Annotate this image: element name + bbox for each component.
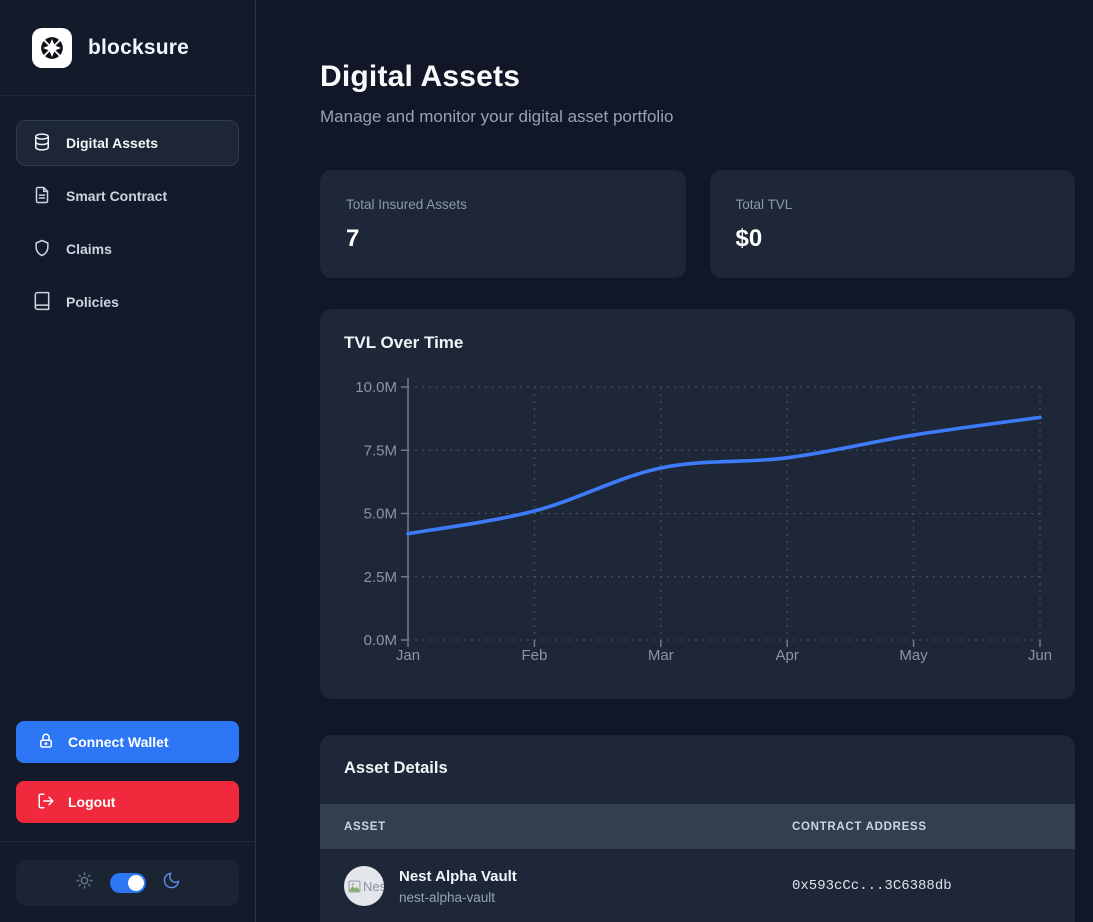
blocksure-logo-icon — [32, 28, 72, 68]
shield-icon — [32, 238, 52, 261]
main-content: Digital Assets Manage and monitor your d… — [256, 0, 1093, 922]
asset-name: Nest Alpha Vault — [399, 867, 517, 885]
stats-row: Total Insured Assets 7 Total TVL $0 — [320, 170, 1075, 278]
sun-icon — [75, 871, 94, 895]
book-icon — [32, 291, 52, 314]
sidebar-actions: Connect Wallet Logout — [0, 721, 255, 841]
toggle-knob — [127, 875, 144, 891]
asset-slug: nest-alpha-vault — [399, 889, 496, 905]
sidebar: blocksure Digital Assets — [0, 0, 256, 922]
avatar-alt-text: Nest Alpha Vault — [363, 878, 384, 894]
sidebar-item-policies[interactable]: Policies — [16, 279, 239, 325]
sidebar-item-label: Claims — [66, 241, 112, 257]
sidebar-footer — [0, 841, 255, 922]
table-title: Asset Details — [344, 759, 448, 777]
svg-text:10.0M: 10.0M — [355, 379, 397, 396]
theme-toggle-panel — [16, 860, 239, 906]
page-title: Digital Assets — [320, 60, 521, 93]
stat-label: Total TVL — [735, 197, 793, 212]
svg-text:Jun: Jun — [1028, 647, 1051, 664]
lock-icon — [37, 732, 55, 753]
page-subtitle: Manage and monitor your digital asset po… — [320, 107, 674, 126]
theme-toggle-switch[interactable] — [109, 873, 146, 893]
sidebar-item-claims[interactable]: Claims — [16, 226, 239, 272]
moon-icon — [162, 871, 181, 895]
stat-label: Total Insured Assets — [346, 197, 467, 212]
logout-label: Logout — [68, 794, 116, 810]
table-header: ASSET CONTRACT ADDRESS — [320, 804, 1075, 849]
svg-text:May: May — [899, 647, 928, 664]
avatar: Nest Alpha Vault — [344, 866, 384, 906]
sidebar-item-label: Smart Contract — [66, 188, 168, 204]
svg-text:Feb: Feb — [521, 647, 547, 664]
connect-wallet-button[interactable]: Connect Wallet — [16, 721, 239, 763]
logout-button[interactable]: Logout — [16, 781, 239, 823]
table-row[interactable]: Nest Alpha Vault Nest Alpha Vault nest-a… — [320, 849, 1075, 922]
brand: blocksure — [0, 0, 255, 96]
chart-card: TVL Over Time 0.0M 2.5M 5.0M 7.5M 10.0M Jan Fe… — [320, 309, 1075, 699]
stat-card-total-tvl: Total TVL $0 — [709, 170, 1075, 278]
contract-address: 0x593cCc...3C6388db — [792, 878, 952, 894]
chart-title: TVL Over Time — [344, 333, 464, 352]
tvl-chart: 0.0M 2.5M 5.0M 7.5M 10.0M Jan Feb Mar Apr May Jun — [355, 378, 1051, 664]
asset-identity: Nest Alpha Vault nest-alpha-vault — [399, 868, 517, 905]
svg-text:0.0M: 0.0M — [364, 632, 397, 649]
stat-card-total-insured-assets: Total Insured Assets 7 — [320, 170, 686, 278]
svg-text:5.0M: 5.0M — [364, 506, 397, 523]
brand-name: blocksure — [88, 36, 190, 59]
svg-text:Apr: Apr — [776, 647, 799, 664]
database-icon — [32, 132, 52, 155]
sidebar-item-digital-assets[interactable]: Digital Assets — [16, 120, 239, 166]
sidebar-item-label: Policies — [66, 294, 119, 310]
column-header-contract-address: CONTRACT ADDRESS — [792, 820, 927, 833]
sidebar-item-label: Digital Assets — [66, 135, 159, 151]
svg-text:7.5M: 7.5M — [364, 442, 397, 459]
logout-icon — [37, 792, 55, 813]
column-header-asset: ASSET — [344, 820, 386, 833]
assets-table-card: Asset Details ASSET CONTRACT ADDRESS Nes… — [320, 735, 1075, 922]
asset-cell: Nest Alpha Vault Nest Alpha Vault nest-a… — [320, 866, 768, 906]
svg-text:Jan: Jan — [396, 647, 420, 664]
stat-value: $0 — [735, 225, 763, 252]
svg-text:2.5M: 2.5M — [364, 569, 397, 586]
svg-text:Mar: Mar — [648, 647, 674, 664]
sidebar-item-smart-contract[interactable]: Smart Contract — [16, 173, 239, 219]
file-icon — [32, 185, 52, 208]
chart-area: 0.0M 2.5M 5.0M 7.5M 10.0M Jan Feb Mar Apr May Jun — [344, 364, 1051, 664]
sidebar-nav: Digital Assets Smart Contract — [0, 96, 255, 721]
connect-wallet-label: Connect Wallet — [68, 734, 169, 750]
stat-value: 7 — [346, 225, 360, 252]
